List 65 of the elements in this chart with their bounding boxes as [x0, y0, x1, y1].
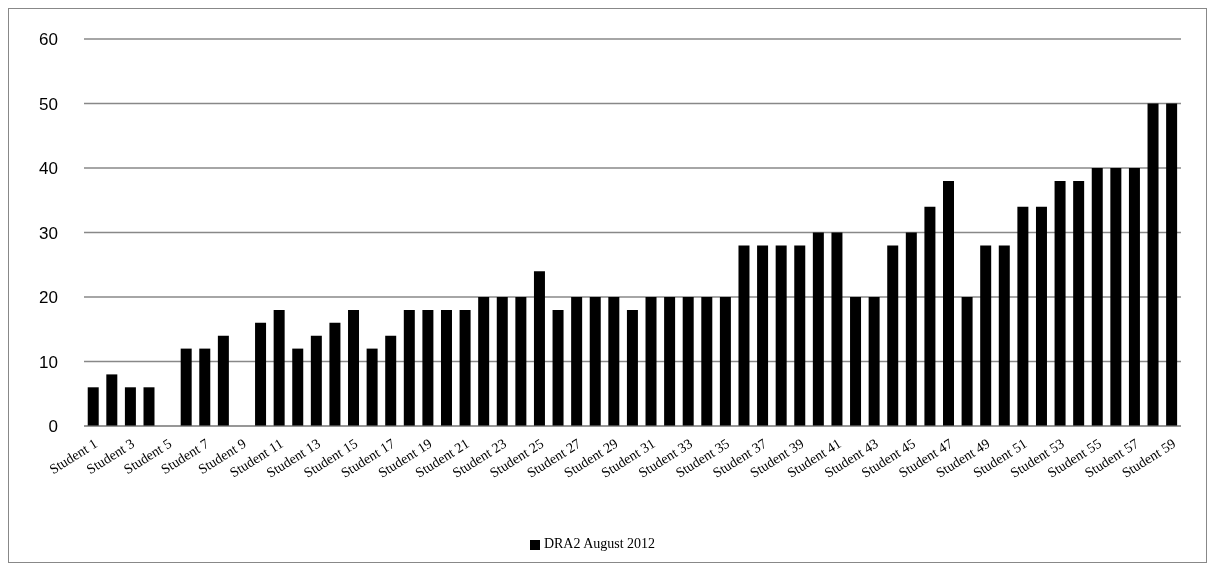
- bar: [961, 297, 973, 426]
- bar: [645, 297, 657, 426]
- bar: [626, 309, 638, 426]
- bar: [180, 348, 192, 426]
- bar: [552, 309, 564, 426]
- bar: [1147, 103, 1159, 426]
- bar: [905, 232, 917, 426]
- bar: [831, 232, 843, 426]
- bar: [738, 245, 750, 426]
- bar: [775, 245, 787, 426]
- bar: [1128, 168, 1140, 426]
- bar: [719, 297, 731, 426]
- bar: [143, 387, 155, 426]
- y-tick-label: 10: [39, 352, 58, 372]
- bar: [682, 297, 694, 426]
- bar: [533, 271, 545, 426]
- y-tick-label: 30: [39, 223, 58, 243]
- bar: [701, 297, 713, 426]
- bar: [794, 245, 806, 426]
- bar: [385, 335, 397, 426]
- bar: [478, 297, 490, 426]
- bar: [459, 309, 471, 426]
- bar: [124, 387, 136, 426]
- bar: [329, 322, 341, 426]
- bar: [608, 297, 620, 426]
- bar: [998, 245, 1010, 426]
- bar: [422, 309, 434, 426]
- bar: [850, 297, 862, 426]
- bar: [980, 245, 992, 426]
- bar: [106, 374, 118, 426]
- bar: [403, 309, 415, 426]
- bar: [366, 348, 378, 426]
- bar: [812, 232, 824, 426]
- bar: [217, 335, 229, 426]
- bar: [273, 309, 285, 426]
- bar: [1091, 168, 1103, 426]
- bar: [1017, 206, 1029, 426]
- bar: [199, 348, 211, 426]
- y-tick-label: 60: [39, 30, 58, 50]
- bar: [943, 180, 955, 426]
- y-tick-label: 50: [39, 94, 58, 114]
- bar: [496, 297, 508, 426]
- y-tick-label: 40: [39, 159, 58, 179]
- bar: [515, 297, 527, 426]
- bar: [348, 309, 360, 426]
- bar: [924, 206, 936, 426]
- y-tick-label: 20: [39, 288, 58, 308]
- bar: [589, 297, 601, 426]
- bar: [664, 297, 676, 426]
- bar: [1166, 103, 1178, 426]
- bar: [887, 245, 899, 426]
- bar: [440, 309, 452, 426]
- bar: [571, 297, 583, 426]
- bar: [292, 348, 304, 426]
- bar: [1073, 180, 1085, 426]
- legend-label: DRA2 August 2012: [543, 536, 656, 551]
- y-tick-label: 0: [48, 417, 58, 437]
- bar: [1054, 180, 1066, 426]
- bar: [1035, 206, 1047, 426]
- bar: [255, 322, 267, 426]
- bar: [757, 245, 769, 426]
- bar: [87, 387, 99, 426]
- bar: [1110, 168, 1122, 426]
- bar: [868, 297, 880, 426]
- bar: [310, 335, 322, 426]
